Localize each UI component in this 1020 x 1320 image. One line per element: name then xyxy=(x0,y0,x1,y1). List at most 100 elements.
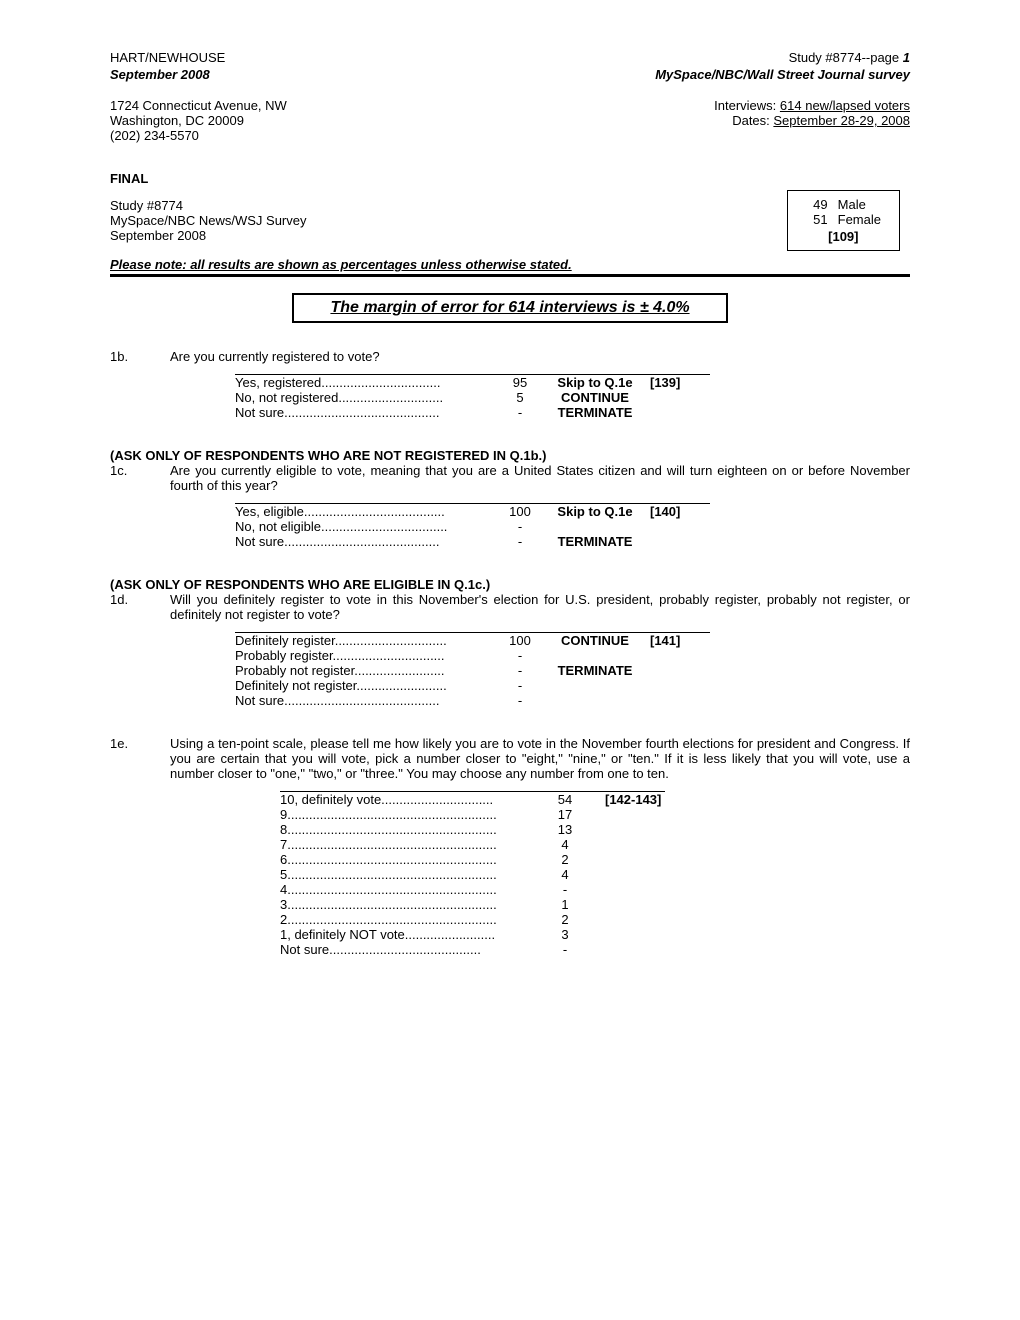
q1c-block: (ASK ONLY OF RESPONDENTS WHO ARE NOT REG… xyxy=(110,448,910,549)
q1d-num: 1d. xyxy=(110,592,170,607)
q1e-block: 1e. Using a ten-point scale, please tell… xyxy=(110,736,910,957)
table-row: 2.......................................… xyxy=(280,912,665,927)
table-row: Not sure................................… xyxy=(280,942,665,957)
table-row: Probably not register...................… xyxy=(235,663,710,678)
table-row: 5.......................................… xyxy=(280,867,665,882)
q1e-row: 1e. Using a ten-point scale, please tell… xyxy=(110,736,910,781)
female-n: 51 xyxy=(806,212,828,227)
resp-code xyxy=(650,519,710,534)
resp-value: 4 xyxy=(545,837,585,852)
addr-line1: 1724 Connecticut Avenue, NW xyxy=(110,98,287,113)
resp-code: [142-143] xyxy=(585,792,665,808)
contact-block: Interviews: 614 new/lapsed voters Dates:… xyxy=(714,98,910,143)
gender-box: 49 Male 51 Female [109] xyxy=(787,190,900,251)
org-name: HART/NEWHOUSE xyxy=(110,50,225,65)
resp-code: [140] xyxy=(650,504,710,520)
resp-value: 95 xyxy=(500,375,540,391)
gender-male-row: 49 Male xyxy=(806,197,881,212)
resp-action xyxy=(540,648,650,663)
resp-code xyxy=(650,663,710,678)
dates-val: September 28-29, 2008 xyxy=(773,113,910,128)
resp-value: - xyxy=(500,648,540,663)
resp-value: - xyxy=(545,882,585,897)
resp-action: CONTINUE xyxy=(540,390,650,405)
interviews-label: Interviews: xyxy=(714,98,780,113)
resp-action: Skip to Q.1e xyxy=(540,504,650,520)
resp-value: 2 xyxy=(545,852,585,867)
table-row: Definitely not register.................… xyxy=(235,678,710,693)
resp-label: 9.......................................… xyxy=(280,807,545,822)
study-page-a: Study #8774--page xyxy=(789,50,903,65)
resp-value: 1 xyxy=(545,897,585,912)
resp-label: Definitely not register.................… xyxy=(235,678,500,693)
address-block: 1724 Connecticut Avenue, NW Washington, … xyxy=(110,98,287,143)
resp-label: Definitely register.....................… xyxy=(235,633,500,649)
table-row: No, not registered......................… xyxy=(235,390,710,405)
dates-label: Dates: xyxy=(732,113,773,128)
table-row: Yes, eligible...........................… xyxy=(235,504,710,520)
resp-value: - xyxy=(500,663,540,678)
resp-label: 10, definitely vote.....................… xyxy=(280,792,545,808)
resp-action xyxy=(540,519,650,534)
resp-code xyxy=(650,405,710,420)
q1d-block: (ASK ONLY OF RESPONDENTS WHO ARE ELIGIBL… xyxy=(110,577,910,708)
resp-action: CONTINUE xyxy=(540,633,650,649)
addr-line3: (202) 234-5570 xyxy=(110,128,287,143)
resp-action: TERMINATE xyxy=(540,663,650,678)
table-row: 4.......................................… xyxy=(280,882,665,897)
resp-value: 100 xyxy=(500,633,540,649)
resp-value: - xyxy=(500,519,540,534)
resp-value: 17 xyxy=(545,807,585,822)
resp-value: - xyxy=(500,405,540,420)
percentages-note: Please note: all results are shown as pe… xyxy=(110,257,910,277)
resp-value: 5 xyxy=(500,390,540,405)
resp-code xyxy=(650,678,710,693)
date-left: September 2008 xyxy=(110,67,210,82)
table-row: Yes, registered.........................… xyxy=(235,375,710,391)
q1b-row: 1b. Are you currently registered to vote… xyxy=(110,349,910,364)
table-row: 7.......................................… xyxy=(280,837,665,852)
table-row: Probably register.......................… xyxy=(235,648,710,663)
resp-label: 3.......................................… xyxy=(280,897,545,912)
q1d-table: Definitely register.....................… xyxy=(235,632,710,708)
page-number: 1 xyxy=(903,50,910,65)
resp-value: 54 xyxy=(545,792,585,808)
resp-value: - xyxy=(500,534,540,549)
q1c-table: Yes, eligible...........................… xyxy=(235,503,710,549)
q1b-num: 1b. xyxy=(110,349,170,364)
q1e-text: Using a ten-point scale, please tell me … xyxy=(170,736,910,781)
resp-value: 3 xyxy=(545,927,585,942)
addr-line2: Washington, DC 20009 xyxy=(110,113,287,128)
resp-label: Yes, registered.........................… xyxy=(235,375,500,391)
resp-label: 6.......................................… xyxy=(280,852,545,867)
table-row: 3.......................................… xyxy=(280,897,665,912)
q1d-instr: (ASK ONLY OF RESPONDENTS WHO ARE ELIGIBL… xyxy=(110,577,910,592)
moe-box: The margin of error for 614 interviews i… xyxy=(292,293,727,323)
table-row: Not sure................................… xyxy=(235,534,710,549)
address-contact-row: 1724 Connecticut Avenue, NW Washington, … xyxy=(110,84,910,143)
table-row: 8.......................................… xyxy=(280,822,665,837)
q1c-row: 1c. Are you currently eligible to vote, … xyxy=(110,463,910,493)
resp-value: 2 xyxy=(545,912,585,927)
table-row: No, not eligible........................… xyxy=(235,519,710,534)
q1c-text: Are you currently eligible to vote, mean… xyxy=(170,463,910,493)
resp-value: 100 xyxy=(500,504,540,520)
resp-label: 1, definitely NOT vote..................… xyxy=(280,927,545,942)
resp-value: 4 xyxy=(545,867,585,882)
resp-value: - xyxy=(500,693,540,708)
gender-code: [109] xyxy=(806,229,881,244)
resp-label: 7.......................................… xyxy=(280,837,545,852)
resp-code xyxy=(650,390,710,405)
final-label: FINAL xyxy=(110,171,910,186)
resp-label: 4.......................................… xyxy=(280,882,545,897)
resp-action: TERMINATE xyxy=(540,534,650,549)
resp-label: Not sure................................… xyxy=(235,405,500,420)
q1c-instr: (ASK ONLY OF RESPONDENTS WHO ARE NOT REG… xyxy=(110,448,910,463)
table-row: Not sure................................… xyxy=(235,693,710,708)
table-row: Definitely register.....................… xyxy=(235,633,710,649)
dates-line: Dates: September 28-29, 2008 xyxy=(714,113,910,128)
resp-code: [141] xyxy=(650,633,710,649)
male-label: Male xyxy=(838,197,866,212)
table-row: 9.......................................… xyxy=(280,807,665,822)
resp-code: [139] xyxy=(650,375,710,391)
